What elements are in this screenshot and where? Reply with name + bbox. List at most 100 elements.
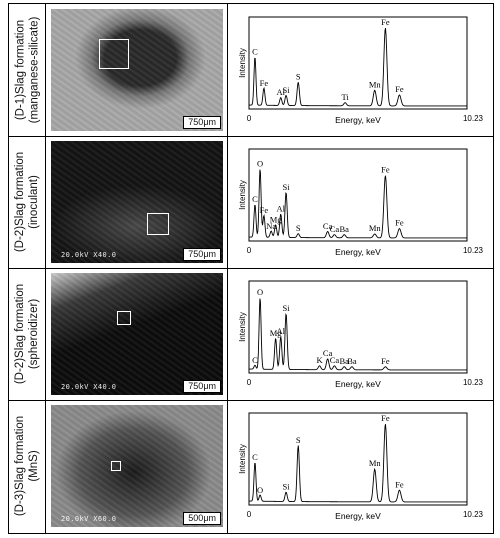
row-label: (D-2)Slag formation (spheroidizer)	[9, 268, 45, 400]
peak-label: O	[257, 158, 263, 168]
peak-label: C	[252, 355, 258, 365]
plot-frame	[248, 148, 468, 242]
micrograph-texture	[51, 405, 223, 527]
peak-label: S	[296, 223, 301, 233]
sem-micrograph: 20.0kV X60.0 500μm	[51, 405, 223, 527]
eds-spectrum-chart: C O Si S Mn Fe Fe Intensity 0 10.23 Energy, keV	[231, 405, 495, 527]
plot-frame	[248, 280, 468, 374]
peak-label: Mg	[270, 328, 283, 338]
eds-spectrum-chart: C Fe Al Si S Ti Mn Fe Fe Intensity 0 10.23 Energy, k…	[231, 9, 495, 131]
y-axis-label: Intensity	[238, 180, 247, 210]
analysis-region-box	[99, 39, 129, 69]
row-label-line: (D-1)Slag formation	[14, 19, 26, 121]
y-axis-label: Intensity	[238, 312, 247, 342]
x-axis-label: Energy, keV	[335, 379, 381, 389]
row-label-line: (spheroidizer)	[28, 298, 40, 370]
row-label-line: (inoculant)	[28, 175, 40, 229]
peak-label: Al	[277, 326, 286, 336]
peak-label: C	[252, 452, 258, 462]
peak-label: Na	[266, 221, 276, 231]
scale-bar: 750μm	[183, 116, 221, 129]
peak-label: Ca	[330, 224, 340, 234]
peak-label: Mn	[369, 223, 382, 233]
row-label-line: (MnS)	[28, 450, 40, 482]
x-tick-label: 0	[247, 114, 252, 123]
plot-frame	[248, 16, 468, 110]
peak-label: K	[316, 355, 323, 365]
micrograph-texture	[51, 273, 223, 395]
peak-label: O	[257, 485, 263, 495]
peak-label: Si	[283, 182, 291, 192]
peak-label: Ti	[341, 92, 349, 102]
row-label: (D-1)Slag formation (manganese-silicate)	[9, 4, 45, 136]
row-label: (D-2)Slag formation (inoculant)	[9, 136, 45, 268]
peak-label: Fe	[395, 218, 404, 228]
scale-bar: 750μm	[183, 380, 221, 393]
row-divider	[9, 268, 493, 269]
peak-label: C	[252, 194, 258, 204]
eds-spectrum-chart: C O Mg Al Si K Ca Ca Ba Ba Fe Intensity 0 10.23 Energy…	[231, 273, 495, 395]
peak-label: Al	[277, 204, 286, 214]
peak-label: Mn	[369, 79, 382, 89]
peak-label: Ba	[340, 224, 350, 234]
peak-label: Fe	[381, 413, 390, 423]
spectrum-line	[248, 298, 467, 371]
row-divider	[9, 136, 493, 137]
spectrum-line	[248, 424, 467, 503]
y-axis-label: Intensity	[238, 48, 247, 78]
peak-label: Ca	[330, 355, 340, 365]
sem-micrograph: 20.0kV X40.0 750μm	[51, 141, 223, 263]
plot-frame	[248, 412, 468, 506]
peak-label: S	[296, 435, 301, 445]
row-divider	[9, 400, 493, 401]
x-tick-label: 0	[247, 378, 252, 387]
x-tick-label: 10.23	[463, 510, 484, 519]
analysis-region-box	[147, 213, 169, 235]
x-tick-label: 10.23	[463, 114, 484, 123]
row-label-line: (D-3)Slag formation	[14, 415, 26, 517]
sem-micrograph: 750μm	[51, 9, 223, 131]
peak-label: Fe	[395, 84, 404, 94]
peak-label: Si	[283, 482, 291, 492]
spectrum-line	[248, 169, 467, 239]
x-tick-label: 0	[247, 246, 252, 255]
sem-micrograph: 20.0kV X40.0 750μm	[51, 273, 223, 395]
peak-label: Mn	[369, 458, 382, 468]
x-axis-label: Energy, keV	[335, 247, 381, 257]
sem-settings-text: 20.0kV X40.0	[61, 251, 117, 259]
peak-label: Ba	[347, 356, 357, 366]
peak-label: Fe	[381, 165, 390, 175]
spectrum-line	[248, 28, 467, 107]
peak-label: C	[252, 47, 258, 57]
micrograph-texture	[51, 141, 223, 263]
peak-label: Fe	[395, 479, 404, 489]
x-axis-label: Energy, keV	[335, 115, 381, 125]
peak-label: Ca	[323, 348, 333, 358]
y-axis-label: Intensity	[238, 444, 247, 474]
peak-label: Ba	[340, 356, 350, 366]
peak-label: Fe	[381, 356, 390, 366]
peak-label: Al	[277, 87, 286, 97]
eds-spectrum-chart: C O Fe Na Mg Al Si S Ca Ca Ba Mn Fe Fe Intensity 0 10.23…	[231, 141, 495, 263]
peak-label: S	[296, 72, 301, 82]
row-label: (D-3)Slag formation (MnS)	[9, 400, 45, 532]
sem-settings-text: 20.0kV X40.0	[61, 383, 117, 391]
x-axis-label: Energy, keV	[335, 511, 381, 521]
peak-label: Si	[283, 85, 291, 95]
peak-label: Fe	[381, 17, 390, 27]
peak-label: O	[257, 287, 263, 297]
micrograph-texture	[51, 9, 223, 131]
eds-spectrum-svg: C O Si S Mn Fe Fe Intensity 0 10.23 Energy, keV	[238, 412, 484, 521]
peak-label: Si	[283, 303, 291, 313]
peak-label: Fe	[260, 205, 269, 215]
row-label-line: (D-2)Slag formation	[14, 151, 26, 253]
x-tick-label: 0	[247, 510, 252, 519]
analysis-region-box	[111, 461, 121, 471]
row-label-line: (manganese-silicate)	[28, 16, 40, 124]
peak-label: Mg	[270, 215, 283, 225]
scale-bar: 750μm	[183, 248, 221, 261]
row-label-line: (D-2)Slag formation	[14, 283, 26, 385]
